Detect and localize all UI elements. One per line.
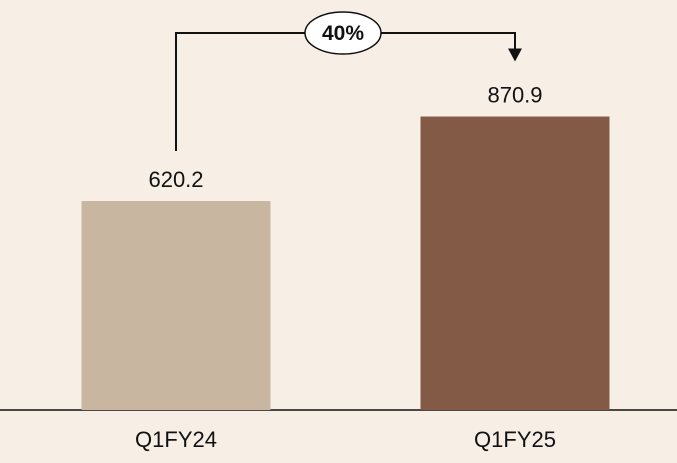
bar-q1fy24 [81,201,271,410]
labels-layer: 620.2 Q1FY24 870.9 Q1FY25 [135,83,556,452]
category-label-q1fy25: Q1FY25 [474,427,556,452]
category-label-q1fy24: Q1FY24 [135,427,217,452]
value-label-q1fy24: 620.2 [148,167,203,192]
growth-percent-label: 40% [322,22,364,45]
bar-q1fy25 [420,116,610,410]
growth-annotation: 40% [175,11,522,151]
growth-badge [304,11,382,55]
bars-layer [81,116,610,410]
value-label-q1fy25: 870.9 [487,83,542,108]
arrow-down-icon [508,48,522,62]
